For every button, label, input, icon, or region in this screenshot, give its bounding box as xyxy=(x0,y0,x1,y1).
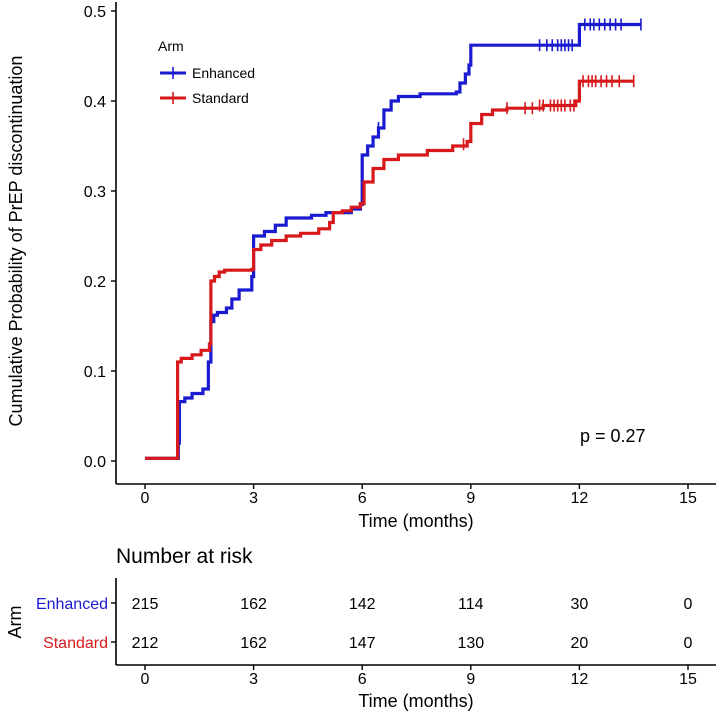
risk-table: Number at risk Enhanced 215 162 142 114 30 0St… xyxy=(5,545,716,711)
risk-x-tick-label-0: 0 xyxy=(141,671,150,688)
series-line-standard xyxy=(145,79,634,460)
risk-x-tick-label-4: 12 xyxy=(571,671,589,688)
y-axis-label: Cumulative Probability of PrEP discontin… xyxy=(6,56,26,427)
x-tick-label-5: 15 xyxy=(679,490,697,507)
series-lines xyxy=(145,22,641,460)
main-plot: 0.0 0.1 0.2 0.3 0.4 0.5 0 3 6 9 12 15 Cumulative P… xyxy=(6,2,716,531)
x-tick-label-1: 3 xyxy=(249,490,258,507)
risk-value-enhanced-3: 114 xyxy=(458,596,484,613)
risk-value-standard-3: 130 xyxy=(457,635,484,652)
risk-value-standard-1: 162 xyxy=(240,635,267,652)
risk-value-standard-2: 147 xyxy=(349,635,376,652)
risk-value-enhanced-2: 142 xyxy=(349,596,376,613)
y-ticks: 0.0 0.1 0.2 0.3 0.4 0.5 xyxy=(84,4,116,471)
y-tick-label-4: 0.4 xyxy=(84,94,106,111)
risk-value-standard-5: 0 xyxy=(684,635,693,652)
legend-label-enhanced: Enhanced xyxy=(192,65,255,81)
risk-rows: Enhanced 215 162 142 114 30 0 Standard 212 162 147… xyxy=(36,596,693,652)
legend-entry-enhanced: Enhanced xyxy=(160,65,255,81)
legend: Arm Enhanced Standard xyxy=(158,38,255,106)
censor-marks xyxy=(377,18,642,151)
risk-table-title: Number at risk xyxy=(116,545,253,568)
legend-title: Arm xyxy=(158,38,184,54)
x-tick-label-2: 6 xyxy=(358,490,367,507)
risk-row-label-enhanced: Enhanced xyxy=(36,596,108,613)
y-tick-label-3: 0.3 xyxy=(84,184,106,201)
risk-x-ticks: 0 3 6 9 12 15 xyxy=(141,665,697,688)
risk-x-tick-label-3: 9 xyxy=(466,671,475,688)
risk-value-standard-4: 20 xyxy=(571,635,589,652)
legend-label-standard: Standard xyxy=(192,90,249,106)
risk-value-enhanced-5: 0 xyxy=(684,596,693,613)
risk-row-label-standard: Standard xyxy=(43,635,108,652)
y-tick-label-0: 0.0 xyxy=(84,454,106,471)
p-value-annotation: p = 0.27 xyxy=(580,426,646,446)
risk-x-tick-label-1: 3 xyxy=(249,671,258,688)
legend-entry-standard: Standard xyxy=(160,90,249,106)
risk-value-enhanced-0: 215 xyxy=(132,596,159,613)
risk-value-enhanced-4: 30 xyxy=(571,596,589,613)
series-line-enhanced xyxy=(145,22,641,460)
x-tick-label-4: 12 xyxy=(571,490,589,507)
x-tick-label-0: 0 xyxy=(141,490,150,507)
risk-value-enhanced-1: 162 xyxy=(240,596,267,613)
risk-x-tick-label-5: 15 xyxy=(679,671,697,688)
risk-x-axis-label: Time (months) xyxy=(358,691,473,711)
y-tick-label-1: 0.1 xyxy=(84,364,106,381)
x-ticks: 0 3 6 9 12 15 xyxy=(141,484,697,507)
risk-value-standard-0: 212 xyxy=(132,635,159,652)
y-tick-label-2: 0.2 xyxy=(84,274,106,291)
risk-x-tick-label-2: 6 xyxy=(358,671,367,688)
x-tick-label-3: 9 xyxy=(466,490,475,507)
risk-y-axis-label: Arm xyxy=(5,606,25,639)
x-axis-label: Time (months) xyxy=(358,511,473,531)
y-tick-label-5: 0.5 xyxy=(84,4,106,21)
